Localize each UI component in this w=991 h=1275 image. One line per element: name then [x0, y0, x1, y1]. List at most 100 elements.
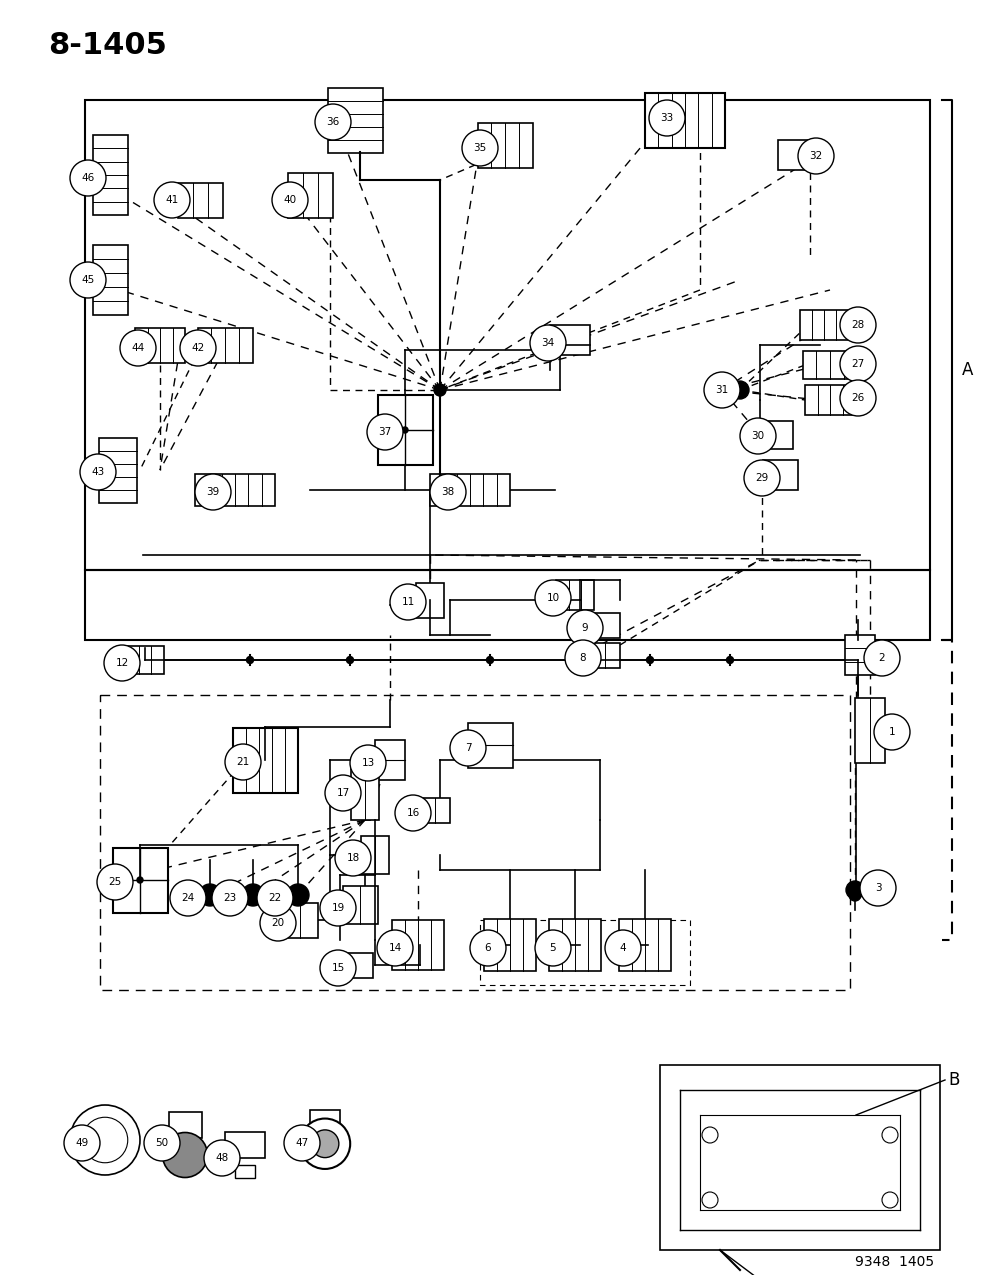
Circle shape: [731, 381, 749, 399]
Circle shape: [702, 1127, 718, 1142]
Circle shape: [104, 645, 140, 681]
Bar: [550, 325, 590, 354]
Text: 12: 12: [115, 658, 129, 668]
Bar: [233, 728, 297, 793]
Bar: [430, 474, 510, 506]
Text: 8-1405: 8-1405: [48, 31, 166, 60]
Bar: [468, 723, 512, 768]
Bar: [484, 919, 536, 972]
Circle shape: [287, 884, 309, 907]
Text: 3: 3: [875, 884, 881, 892]
Circle shape: [97, 864, 133, 900]
Circle shape: [260, 905, 296, 941]
Text: 35: 35: [474, 143, 487, 153]
Circle shape: [247, 657, 254, 663]
Circle shape: [565, 640, 601, 676]
Text: 6: 6: [485, 944, 492, 952]
Bar: [361, 836, 389, 873]
Bar: [225, 1132, 265, 1158]
Circle shape: [64, 1125, 100, 1162]
Bar: [803, 351, 857, 379]
Text: 9348  1405: 9348 1405: [855, 1255, 935, 1269]
Circle shape: [402, 427, 408, 434]
Circle shape: [204, 1140, 240, 1176]
Text: 32: 32: [810, 150, 823, 161]
Bar: [85, 99, 930, 570]
Circle shape: [882, 1127, 898, 1142]
Bar: [549, 919, 601, 972]
Text: 46: 46: [81, 173, 94, 184]
Text: 2: 2: [879, 653, 885, 663]
Circle shape: [840, 307, 876, 343]
Circle shape: [199, 884, 221, 907]
Text: 30: 30: [751, 431, 765, 441]
Circle shape: [335, 840, 371, 876]
Text: 22: 22: [269, 892, 281, 903]
Bar: [197, 328, 253, 362]
Text: 20: 20: [272, 918, 284, 928]
Text: 4: 4: [619, 944, 626, 952]
Bar: [619, 919, 671, 972]
Circle shape: [470, 929, 506, 966]
Text: 11: 11: [401, 597, 414, 607]
Circle shape: [320, 950, 356, 986]
Bar: [378, 395, 432, 465]
Bar: [855, 697, 885, 762]
Circle shape: [567, 657, 574, 663]
Circle shape: [840, 346, 876, 382]
Text: A: A: [962, 361, 973, 379]
Bar: [762, 460, 798, 490]
Bar: [282, 903, 317, 937]
Circle shape: [430, 474, 466, 510]
Circle shape: [882, 1192, 898, 1207]
Text: 37: 37: [379, 427, 391, 437]
Bar: [845, 635, 875, 674]
Text: 31: 31: [716, 385, 728, 395]
Circle shape: [350, 745, 386, 782]
Circle shape: [325, 775, 361, 811]
Text: B: B: [948, 1071, 959, 1089]
Text: 18: 18: [347, 853, 360, 863]
Text: 7: 7: [465, 743, 472, 754]
Text: 27: 27: [851, 360, 864, 368]
Circle shape: [849, 889, 861, 901]
Text: 38: 38: [441, 487, 455, 497]
Text: 21: 21: [237, 757, 250, 768]
Bar: [805, 385, 855, 414]
Circle shape: [180, 330, 216, 366]
Circle shape: [225, 745, 261, 780]
Circle shape: [144, 1125, 180, 1162]
Bar: [420, 797, 450, 822]
Circle shape: [864, 640, 900, 676]
Bar: [126, 646, 164, 674]
Text: 14: 14: [388, 944, 401, 952]
Circle shape: [120, 330, 156, 366]
Bar: [660, 1065, 940, 1250]
Circle shape: [846, 881, 864, 899]
Bar: [556, 580, 594, 609]
Text: 8: 8: [580, 653, 587, 663]
Text: 15: 15: [331, 963, 345, 973]
Circle shape: [798, 138, 834, 173]
Circle shape: [395, 796, 431, 831]
Bar: [195, 474, 275, 506]
Text: 50: 50: [156, 1139, 168, 1148]
Bar: [375, 740, 405, 780]
Circle shape: [605, 929, 641, 966]
Circle shape: [80, 454, 116, 490]
Text: 33: 33: [660, 113, 674, 122]
Circle shape: [311, 1130, 339, 1158]
Circle shape: [377, 929, 413, 966]
Circle shape: [284, 1125, 320, 1162]
Circle shape: [82, 1117, 128, 1163]
Circle shape: [704, 372, 740, 408]
Bar: [92, 135, 128, 215]
Circle shape: [257, 880, 293, 915]
Bar: [135, 328, 185, 362]
Text: 36: 36: [326, 117, 340, 128]
Bar: [757, 421, 793, 449]
Circle shape: [320, 890, 356, 926]
Bar: [348, 952, 373, 978]
Bar: [343, 886, 378, 924]
Text: 9: 9: [582, 623, 589, 632]
